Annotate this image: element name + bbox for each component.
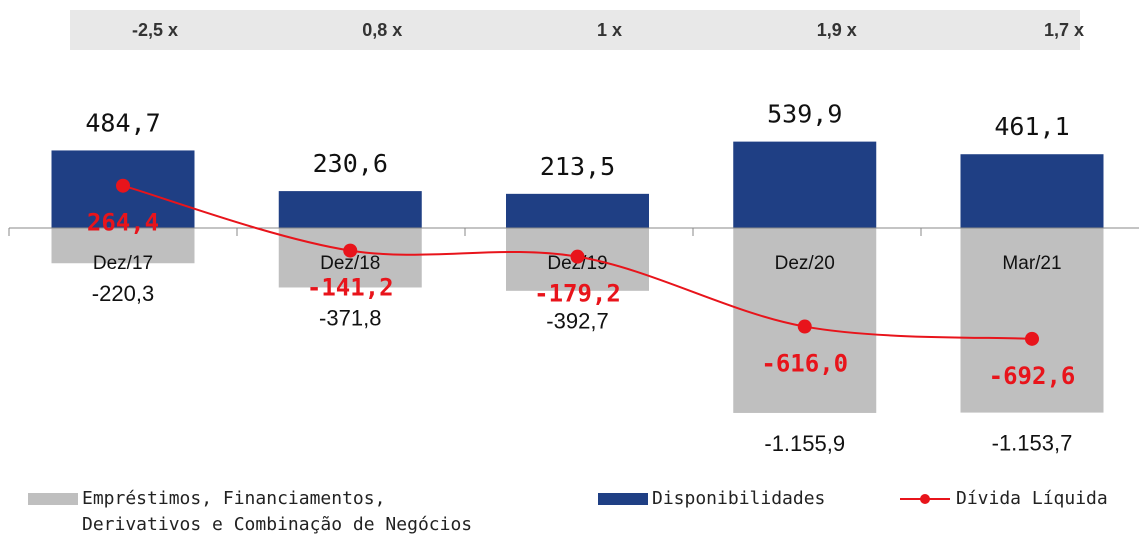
legend-item: Disponibilidades bbox=[598, 486, 825, 512]
x-tick-label: Mar/21 bbox=[1002, 253, 1061, 274]
bar bbox=[733, 141, 877, 228]
value-label: -220,3 bbox=[92, 281, 154, 306]
legend-swatch bbox=[900, 494, 950, 504]
legend-swatch bbox=[598, 493, 648, 505]
line-value-label: -692,6 bbox=[989, 362, 1076, 390]
line-point bbox=[797, 319, 812, 334]
ratio-label: 1,9 x bbox=[817, 20, 857, 40]
line-point bbox=[1025, 331, 1039, 346]
legend-swatch bbox=[28, 493, 78, 505]
value-label: 484,7 bbox=[85, 108, 160, 137]
line-point bbox=[570, 249, 585, 264]
legend-label: Empréstimos, Financiamentos, Derivativos… bbox=[82, 488, 473, 535]
bar bbox=[278, 191, 422, 228]
line-value-label: -179,2 bbox=[534, 280, 621, 308]
bar bbox=[506, 193, 649, 228]
legend-label: Disponibilidades bbox=[652, 488, 826, 509]
line-point bbox=[116, 178, 130, 193]
ratio-label: -2,5 x bbox=[132, 20, 178, 40]
value-label: 213,5 bbox=[540, 152, 615, 181]
x-tick-label: Dez/17 bbox=[93, 253, 153, 274]
ratio-label: 1 x bbox=[597, 20, 622, 40]
line-value-label: -616,0 bbox=[761, 350, 848, 378]
x-tick-label: Dez/20 bbox=[775, 253, 835, 274]
ratio-band bbox=[70, 10, 1080, 50]
ratio-label: 1,7 x bbox=[1044, 20, 1084, 40]
value-label: 539,9 bbox=[767, 100, 842, 129]
value-label: -1.153,7 bbox=[992, 430, 1073, 455]
bar bbox=[960, 154, 1104, 228]
ratio-label: 0,8 x bbox=[362, 20, 402, 40]
bar bbox=[278, 228, 422, 288]
line-value-label: 264,4 bbox=[87, 209, 159, 237]
line-value-label: -141,2 bbox=[307, 274, 394, 302]
legend-item: Dívida Líquida bbox=[900, 486, 1108, 512]
chart: -2,5 x 0,8 x 1 x 1,9 x 1,7 x -220,3 -371,8 -392… bbox=[8, 10, 1139, 456]
value-label: 230,6 bbox=[313, 149, 388, 178]
value-label: -1.155,9 bbox=[764, 431, 845, 456]
line-point bbox=[343, 243, 358, 258]
value-label: 461,1 bbox=[994, 112, 1069, 141]
legend-item: Empréstimos, Financiamentos, Derivativos… bbox=[28, 486, 482, 538]
value-label: -392,7 bbox=[546, 309, 608, 334]
bar bbox=[51, 228, 195, 264]
bar bbox=[960, 228, 1104, 413]
legend-label: Dívida Líquida bbox=[956, 488, 1108, 509]
value-label: -371,8 bbox=[319, 305, 381, 330]
x-tick-label: Dez/18 bbox=[320, 253, 380, 274]
